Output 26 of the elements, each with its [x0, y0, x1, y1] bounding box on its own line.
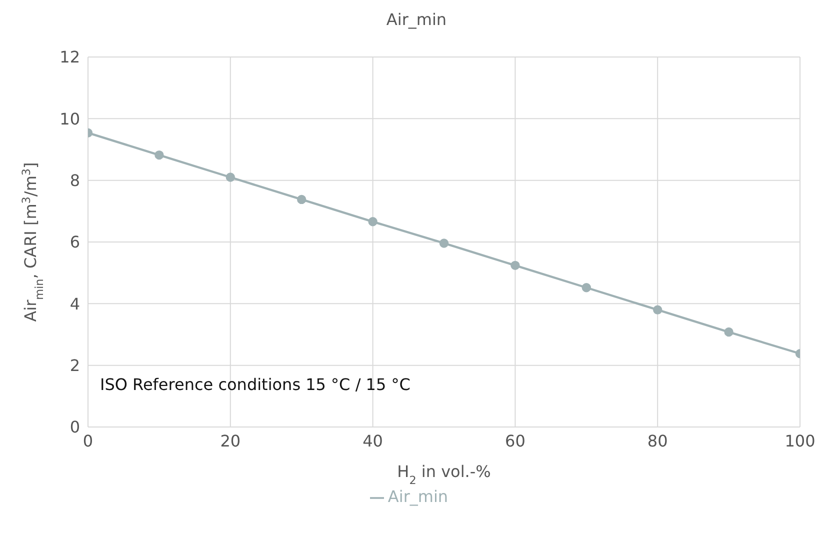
y-tick-label: 4 [70, 294, 80, 314]
annotation: ISO Reference conditions 15 °C / 15 °C [100, 375, 410, 394]
point [297, 194, 306, 204]
point [510, 260, 520, 270]
point [154, 150, 164, 160]
y-tick-label: 12 [60, 48, 80, 67]
y-tick-label: 2 [70, 356, 80, 376]
y-tick-label: 8 [70, 171, 80, 190]
y-tick-label: 0 [70, 418, 80, 437]
chart-title: Air_min [385, 10, 448, 29]
x-tick-label: 40 [362, 431, 383, 450]
point [439, 238, 449, 248]
point [653, 305, 662, 314]
point [582, 283, 591, 292]
point [226, 172, 235, 182]
y-tick-label: 10 [60, 109, 80, 128]
x-tick-label: 60 [505, 431, 526, 450]
x-tick-label: 20 [220, 431, 241, 450]
x-axis-title: H$_{2}$ in vol.-% [397, 462, 491, 486]
point [368, 217, 378, 226]
x-tick-label: 0 [82, 431, 94, 450]
legend-label: Air_min [388, 487, 448, 506]
y-tick-label: 6 [70, 232, 80, 252]
x-tick-label: 80 [647, 431, 668, 450]
point [724, 327, 734, 337]
x-tick-label: 100 [784, 431, 816, 450]
